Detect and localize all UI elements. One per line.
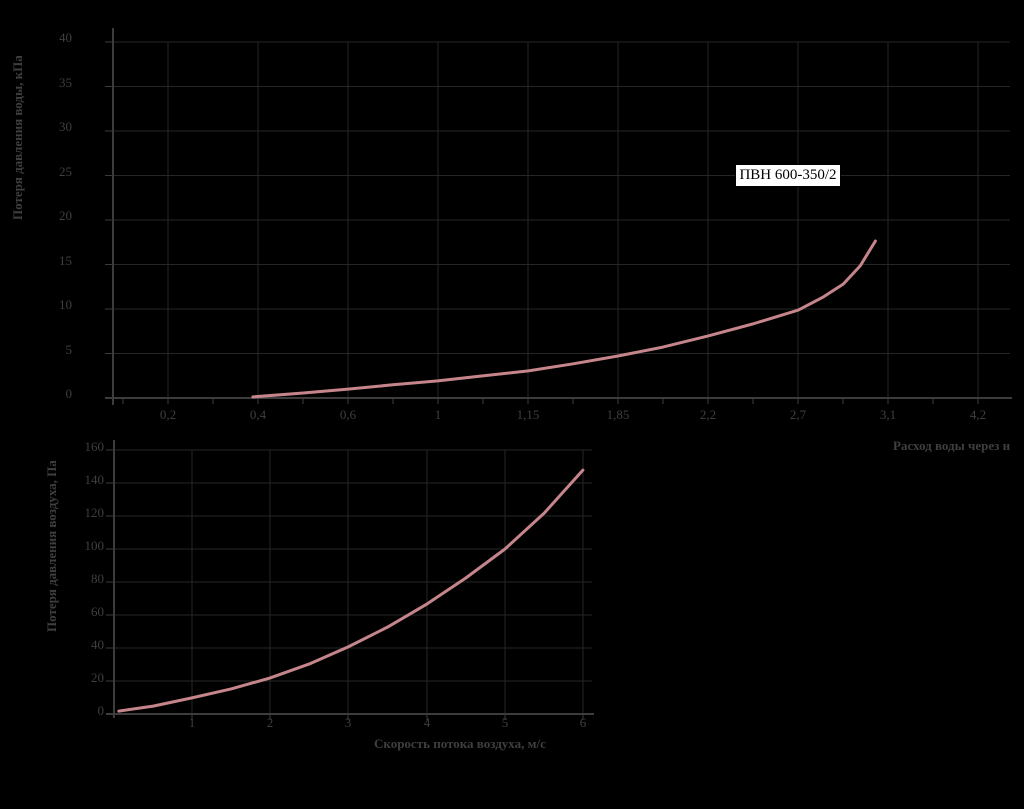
y-tick-label: 20: [91, 670, 104, 685]
series-line-air-pressure-loss: [117, 468, 585, 713]
y-tick-label: 160: [84, 439, 105, 454]
x-tick-label: 5: [501, 715, 509, 730]
y-tick-label: 0: [65, 386, 73, 401]
x-tick-label: 6: [579, 715, 587, 730]
x-tick-label: 1,15: [516, 407, 540, 422]
x-tick-label: 0,2: [159, 407, 177, 422]
x-tick-label: 0,4: [249, 407, 267, 422]
x-axis-title-water-chart: Расход воды через н: [893, 438, 1011, 453]
y-tick-label: 20: [59, 208, 72, 223]
x-tick-label: 0,6: [339, 407, 357, 422]
y-tick-label: 120: [84, 505, 105, 520]
x-tick-label: 2,7: [789, 407, 807, 422]
y-tick-label: 15: [59, 252, 72, 268]
model-annotation-label: ПВН 600-350/2: [735, 164, 841, 187]
x-tick-label: 1: [434, 407, 442, 422]
y-tick-label: 30: [59, 119, 72, 134]
y-tick-label: 40: [91, 637, 104, 652]
y-tick-label: 35: [59, 74, 72, 90]
y-tick-label: 10: [59, 297, 72, 312]
x-tick-label: 2,2: [699, 407, 717, 422]
x-axis-title-air-chart: Скорость потока воздуха, м/с: [374, 736, 546, 751]
x-tick-label: 3,1: [879, 407, 897, 422]
y-tick-label: 60: [91, 604, 104, 619]
y-tick-label: 0: [97, 703, 105, 718]
y-tick-label: 80: [91, 571, 104, 586]
y-tick-label: 100: [84, 538, 105, 553]
x-tick-label: 1,85: [606, 407, 630, 422]
series-line-water-pressure-loss: [251, 239, 877, 399]
y-tick-label: 25: [59, 163, 72, 179]
x-tick-label: 3: [344, 715, 352, 730]
x-tick-label: 4,2: [969, 407, 987, 422]
y-tick-label: 140: [84, 472, 105, 487]
y-tick-label: 5: [65, 341, 73, 357]
y-tick-label: 40: [59, 30, 72, 45]
x-tick-label: 4: [423, 715, 431, 730]
x-tick-label: 2: [266, 715, 274, 730]
x-tick-label: 1: [188, 715, 196, 730]
